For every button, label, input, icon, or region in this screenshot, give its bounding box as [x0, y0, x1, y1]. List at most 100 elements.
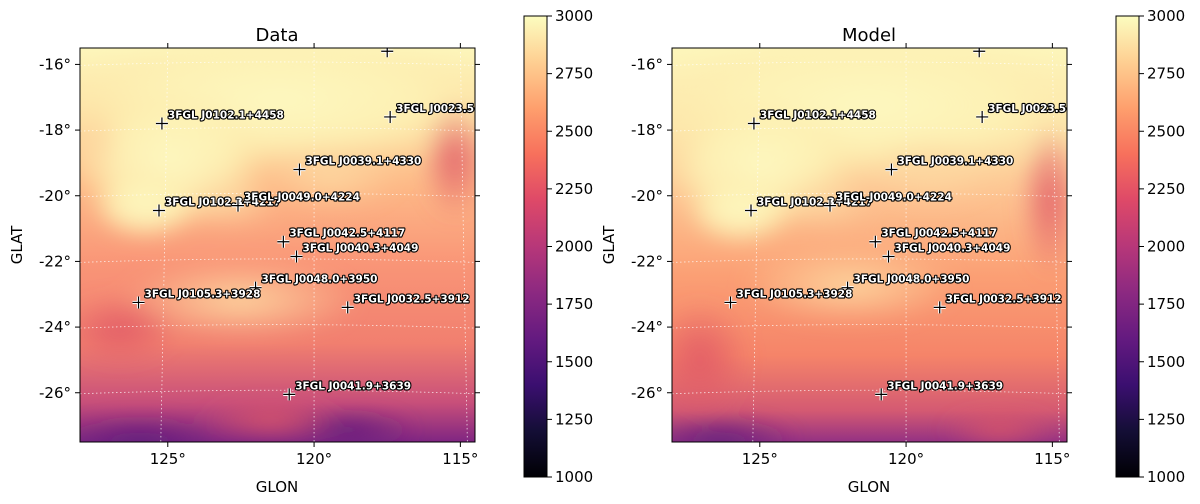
y-tick-label: -18°	[39, 121, 71, 139]
source-label: 3FGL J0105.3+3928	[737, 288, 853, 300]
graticule-parallel	[80, 61, 475, 66]
y-tick-label: -20°	[39, 187, 71, 205]
source-marker: 3FGL J0102.3+4217	[745, 195, 874, 217]
colorbar-tick-label: 2750	[1147, 65, 1185, 83]
panel-data: 3FGL J0102.1+4458 3FGL J0023.5+ 3FGL J0039…	[8, 25, 483, 496]
colorbar-tick-label: 1750	[1147, 295, 1185, 313]
graticule-meridian	[459, 48, 468, 442]
colorbar-tick-label: 1750	[555, 295, 593, 313]
y-tick-label: -16°	[39, 55, 71, 73]
colorbar-tick-label: 2000	[1147, 238, 1185, 256]
colorbar-tick-label: 2500	[555, 122, 593, 140]
x-tick-label: 125°	[150, 450, 186, 468]
source-marker: 3FGL J0105.3+3928	[132, 287, 262, 309]
heatmap-model: 3FGL J0102.1+4458 3FGL J0023.5+ 3FGL J0039…	[672, 48, 1075, 442]
colorbar-tick-label: 1250	[555, 410, 593, 428]
source-marker: 3FGL J0039.1+4330	[885, 154, 1014, 176]
y-tick-label: -24°	[39, 318, 71, 336]
source-marker: 3FGL J0049.0+4224	[232, 191, 361, 212]
source-marker: 3FGL J0102.1+4458	[155, 108, 285, 130]
graticule-meridian	[160, 48, 169, 442]
ticks-data: 125° 120° 115° -16° -18° -20° -22° -24° -26°	[39, 43, 480, 468]
plus-marker	[976, 110, 989, 123]
colorbar-data: 1000 1250 1500 1750 2000 2250 2500 2750 3000	[523, 7, 593, 486]
graticule-parallel	[80, 324, 475, 329]
source-marker: 3FGL J0042.5+4117	[869, 227, 998, 248]
colorbar-tick-label: 1500	[1147, 353, 1185, 371]
source-label: 3FGL J0049.0+4224	[244, 192, 360, 204]
plus-marker	[724, 296, 737, 309]
source-marker: 3FGL J0040.3+4049	[290, 241, 420, 263]
colorbar-tick-label: 1250	[1147, 410, 1185, 428]
plot-frame	[671, 47, 1068, 443]
colorbar-tick-label: 3000	[555, 7, 593, 25]
colorbar-tick-label: 2250	[1147, 180, 1185, 198]
y-tick-label: -26°	[631, 384, 663, 402]
source-label: 3FGL J0049.0+4224	[836, 192, 952, 204]
plus-marker	[290, 250, 303, 263]
graticule-parallel	[672, 61, 1067, 66]
plus-marker	[933, 301, 946, 314]
source-label: 3FGL J0039.1+4330	[305, 155, 421, 167]
y-tick-label: -20°	[631, 187, 663, 205]
source-label: 3FGL J0102.3+4217	[757, 197, 873, 209]
source-marker	[973, 48, 986, 58]
source-label: 3FGL J0040.3+4049	[303, 242, 419, 254]
plus-marker	[153, 204, 165, 217]
source-label: 3FGL J0041.9+3639	[887, 380, 1003, 392]
source-marker: 3FGL J0039.1+4330	[293, 154, 422, 176]
plus-marker	[232, 199, 244, 212]
graticule-data	[80, 48, 475, 442]
source-marker: 3FGL J0049.0+4224	[824, 191, 953, 212]
graticule-meridian	[1051, 48, 1060, 442]
colorbar-ticks: 1000 1250 1500 1750 2000 2250 2500 2750 3000	[1139, 7, 1185, 486]
graticule-parallel	[672, 389, 1067, 395]
colorbar-tick-label: 2250	[555, 180, 593, 198]
sources-data: 3FGL J0102.1+4458 3FGL J0023.5+ 3FGL J0039…	[132, 48, 483, 401]
colorbar-tick-label: 1000	[1147, 468, 1185, 486]
graticule-parallel	[672, 192, 1067, 198]
graticule-parallel	[672, 258, 1067, 263]
panel-title: Model	[842, 25, 896, 46]
colorbar-tick-label: 1000	[555, 468, 593, 486]
plus-marker	[293, 163, 306, 176]
plus-marker	[841, 281, 854, 294]
source-label: 3FGL J0102.1+4458	[168, 110, 284, 122]
plus-marker	[824, 199, 836, 212]
x-tick-label: 120°	[888, 450, 924, 468]
colorbar-tick-label: 2750	[555, 65, 593, 83]
ticks-model: 125° 120° 115° -16° -18° -20° -22° -24° -26°	[631, 43, 1072, 468]
source-marker: 3FGL J0032.5+3912	[341, 292, 471, 314]
plus-marker	[973, 48, 986, 58]
plus-marker	[283, 388, 296, 401]
panel-model: 3FGL J0102.1+4458 3FGL J0023.5+ 3FGL J0039…	[600, 25, 1075, 496]
graticule-parallel	[80, 258, 475, 263]
heatmap-data: 3FGL J0102.1+4458 3FGL J0023.5+ 3FGL J0039…	[80, 48, 483, 442]
plus-marker	[249, 281, 262, 294]
y-tick-label: -16°	[631, 55, 663, 73]
graticule-meridian	[752, 48, 761, 442]
colorbar-model: 1000 1250 1500 1750 2000 2250 2500 2750 3000	[1115, 7, 1185, 486]
graticule-parallel	[80, 192, 475, 198]
source-label: 3FGL J0048.0+3950	[854, 274, 970, 286]
plus-marker	[155, 117, 168, 130]
plus-marker	[869, 235, 882, 248]
x-axis-label: GLON	[256, 478, 298, 496]
source-marker: 3FGL J0042.5+4117	[277, 227, 406, 248]
source-marker: 3FGL J0041.9+3639	[875, 379, 1004, 401]
sources-model: 3FGL J0102.1+4458 3FGL J0023.5+ 3FGL J0039…	[724, 48, 1075, 401]
panel-title: Data	[256, 25, 299, 46]
source-marker: 3FGL J0041.9+3639	[283, 379, 412, 401]
plus-marker	[885, 163, 898, 176]
source-label: 3FGL J0023.5+	[396, 103, 483, 115]
y-axis-label: GLAT	[600, 225, 618, 264]
source-label: 3FGL J0102.3+4217	[165, 197, 281, 209]
x-tick-label: 115°	[442, 450, 478, 468]
source-marker: 3FGL J0102.1+4458	[747, 108, 877, 130]
x-tick-label: 120°	[296, 450, 332, 468]
colorbar-tick-label: 1500	[555, 353, 593, 371]
y-tick-label: -22°	[631, 252, 663, 270]
x-tick-label: 115°	[1034, 450, 1070, 468]
source-label: 3FGL J0023.5+	[988, 103, 1075, 115]
graticule-parallel	[80, 127, 475, 132]
